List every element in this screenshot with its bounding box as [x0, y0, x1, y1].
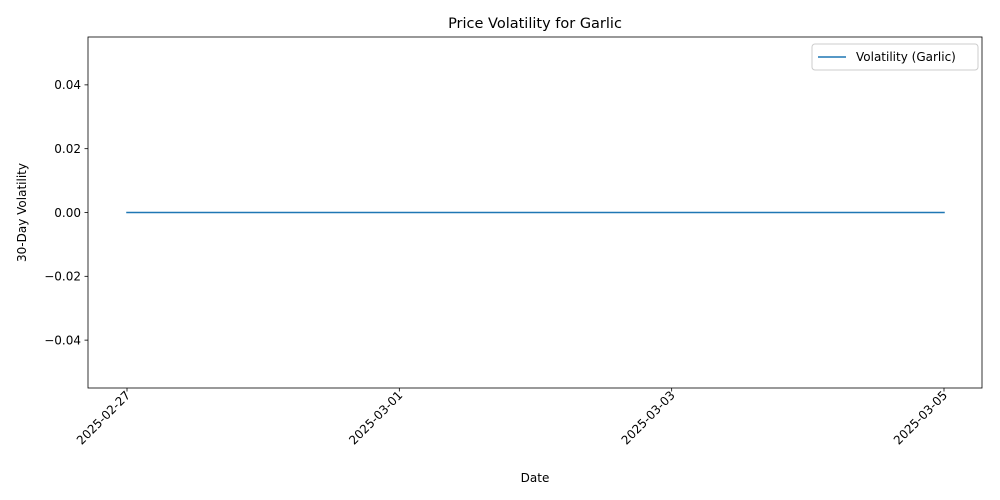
y-tick-label: 0.02 [54, 142, 81, 156]
y-axis: −0.04 −0.02 0.00 0.02 0.04 [44, 78, 88, 347]
y-tick-label: −0.02 [44, 270, 81, 284]
y-tick-label: 0.04 [54, 78, 81, 92]
legend-box [811, 43, 979, 71]
x-axis-title: Date [521, 471, 550, 485]
y-axis-title: 30-Day Volatility [15, 163, 29, 262]
legend-label-volatility: Volatility (Garlic) [856, 50, 956, 64]
y-tick-label: 0.00 [54, 206, 81, 220]
legend: Volatility (Garlic) [811, 43, 979, 71]
chart-title: Price Volatility for Garlic [448, 16, 622, 32]
y-tick-label: −0.04 [44, 333, 81, 347]
